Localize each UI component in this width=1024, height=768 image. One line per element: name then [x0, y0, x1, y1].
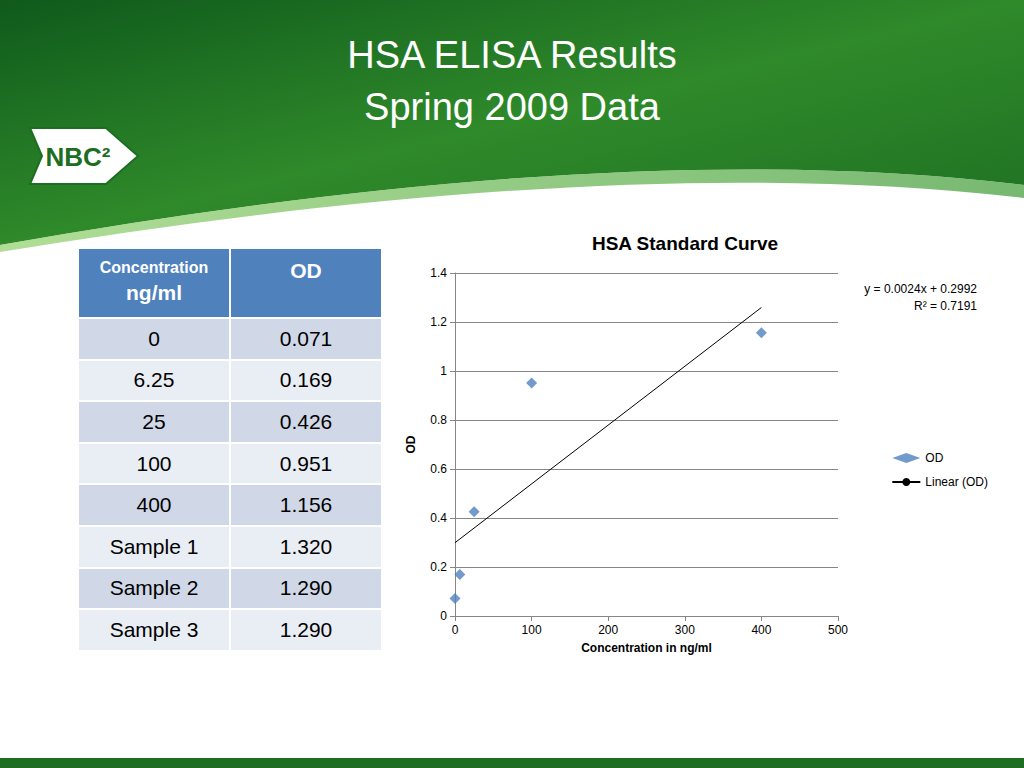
svg-text:HSA Standard Curve: HSA Standard Curve — [592, 233, 778, 254]
html-text:400: 400 — [136, 493, 172, 517]
html-text:Concentration: Concentration — [99, 259, 209, 276]
svg-text:500: 500 — [828, 623, 848, 637]
svg-text:0.8: 0.8 — [430, 413, 447, 427]
svg-text:200: 200 — [598, 623, 618, 637]
html-text:6.25: 6.25 — [133, 368, 175, 392]
svg-text:0.2: 0.2 — [430, 560, 447, 574]
html-text:OD: OD — [290, 259, 322, 282]
svg-text:1: 1 — [440, 364, 447, 378]
html-text:1.156: 1.156 — [279, 493, 333, 517]
svg-text:100: 100 — [522, 623, 542, 637]
html-text:100: 100 — [136, 451, 172, 475]
html-text:1.290: 1.290 — [279, 576, 333, 600]
svg-text:0.6: 0.6 — [430, 462, 447, 476]
svg-text:300: 300 — [675, 623, 695, 637]
svg-text:Concentration in ng/ml: Concentration in ng/ml — [581, 641, 712, 655]
svg-text:y = 0.0024x + 0.2992: y = 0.0024x + 0.2992 — [864, 282, 977, 296]
html-text:HSA ELISA Results: HSA ELISA Results — [347, 34, 677, 76]
html-text:0: 0 — [148, 326, 160, 350]
html-text:0.951: 0.951 — [279, 451, 333, 475]
svg-text:400: 400 — [751, 623, 771, 637]
svg-text:OD: OD — [404, 435, 418, 453]
html-text:0.426: 0.426 — [279, 410, 333, 433]
svg-text:0.4: 0.4 — [430, 511, 447, 525]
html-text:0.169: 0.169 — [279, 368, 333, 392]
svg-text:OD: OD — [925, 451, 943, 465]
svg-text:0: 0 — [440, 609, 447, 623]
html-text:0.071: 0.071 — [279, 326, 333, 350]
html-text:Sample 2: Sample 2 — [109, 576, 199, 600]
html-text:Sample 1: Sample 1 — [109, 534, 199, 558]
svg-text:R² = 0.7191: R² = 0.7191 — [914, 299, 977, 313]
html-text:Spring 2009 Data: Spring 2009 Data — [364, 86, 660, 128]
html-text:ng/ml: ng/ml — [126, 281, 182, 304]
svg-text:NBC²: NBC² — [46, 142, 111, 172]
svg-text:1.4: 1.4 — [430, 266, 447, 280]
html-text:Sample 3: Sample 3 — [109, 618, 199, 641]
svg-text:Linear (OD): Linear (OD) — [925, 475, 988, 489]
svg-text:0: 0 — [452, 623, 459, 637]
svg-text:1.2: 1.2 — [430, 315, 447, 329]
html-text:1.320: 1.320 — [279, 534, 333, 558]
html-text:1.290: 1.290 — [279, 618, 333, 641]
html-text:25: 25 — [142, 410, 166, 433]
